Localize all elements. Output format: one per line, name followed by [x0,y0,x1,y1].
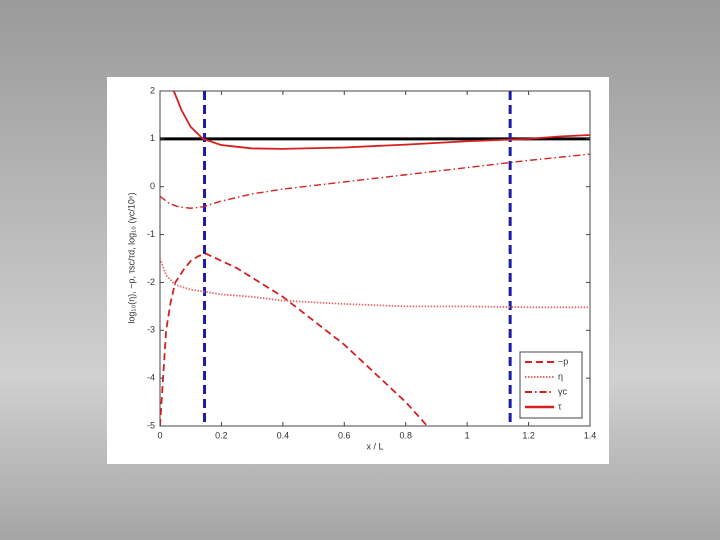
series-line [160,252,428,426]
legend-label: τ [558,401,562,411]
x-tick-label: 0 [157,430,162,440]
y-tick-label: -1 [147,229,155,239]
y-tick-label: -2 [147,277,155,287]
y-axis-label: log₁₀(η), −p, τsc/τd, log₁₀ (γc/10⁶) [126,192,136,323]
y-tick-label: -3 [147,325,155,335]
y-tick-label: -4 [147,373,155,383]
x-tick-label: 0.2 [215,430,228,440]
legend-label: γc [558,386,568,396]
series-line [160,153,590,209]
y-tick-label: 0 [150,181,155,191]
axes: 0 0.2 0.4 0.6 0.8 1 1.2 1.4 -5 -4 -3 -2 -1 0 1 2 −p η γc τ [147,85,596,440]
y-tick-label: 1 [150,133,155,143]
x-tick-label: 1.2 [522,430,535,440]
y-tick-label: 2 [150,85,155,95]
x-tick-label: 1 [465,430,470,440]
x-tick-label: 0.4 [277,430,290,440]
x-tick-label: 1.4 [584,430,597,440]
plot-area [160,91,590,426]
y-tick-label: -5 [147,420,155,430]
x-axis-label: x / L [366,441,383,451]
legend-label: −p [558,356,568,366]
series-line [172,91,590,150]
legend-label: η [558,371,563,381]
x-tick-label: 0.6 [338,430,351,440]
x-tick-label: 0.8 [399,430,412,440]
